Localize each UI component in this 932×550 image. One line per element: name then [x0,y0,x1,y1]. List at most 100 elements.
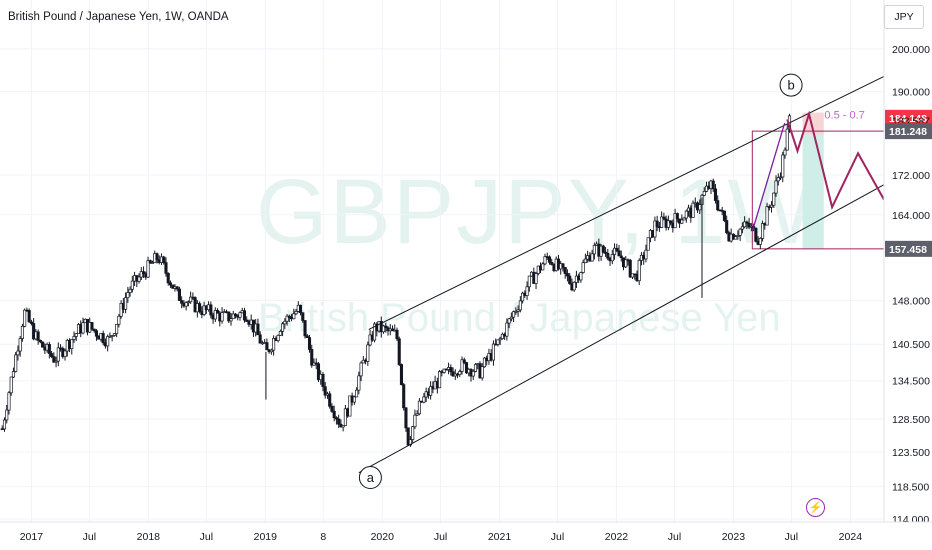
candle-body [180,300,184,304]
price-tick-label: 164.000 [892,210,930,222]
price-tick-label: 200.000 [892,44,930,56]
candle-body [213,310,217,320]
projection-path [786,110,885,211]
flash-icon[interactable]: ⚡ [806,498,825,517]
candle [231,310,235,320]
candle [660,211,664,229]
candle-body [126,292,130,299]
candle [698,199,702,215]
candle-body [242,310,247,321]
candle [292,308,296,320]
candle [547,255,552,265]
price-label-box [885,123,932,140]
candle [590,249,594,262]
candle-body [561,263,565,268]
candle [316,362,321,382]
time-axis-bg [0,522,932,550]
time-tick-label: 2021 [488,531,512,543]
candle [357,371,361,395]
time-tick-label: 2017 [20,531,44,543]
candle [162,255,166,265]
candle-body [673,213,677,229]
candle-body [480,366,484,379]
candle [5,404,9,424]
candle-body [543,256,547,265]
candle-body [776,177,780,182]
candle-body [110,335,114,337]
candle-body [660,216,664,228]
candle [778,172,783,181]
candle [521,291,525,304]
candle [150,260,155,264]
candle [615,243,619,253]
currency-button[interactable]: JPY [884,5,924,29]
candle-body [63,350,67,357]
candle [352,395,356,405]
candle-body [747,222,751,228]
candle-body [56,347,60,362]
candle [92,328,96,333]
candle [711,178,715,193]
candle [781,151,785,183]
candle [563,267,567,279]
candle-body [754,227,758,242]
candle-body [680,219,684,224]
candle-body [202,305,206,315]
candle [541,262,545,271]
candle-body [184,302,188,307]
candle [202,301,206,317]
candle-body [117,315,121,325]
candle [216,308,220,314]
candle [480,362,484,381]
candle-body [316,363,321,381]
candle [381,324,386,334]
candle-body [341,425,345,428]
candle-body [518,300,522,311]
price-tick-label: 172.000 [892,170,930,182]
candle [550,258,554,266]
time-tick-label: 2022 [605,531,629,543]
candle [404,407,408,432]
candle-body [563,267,567,274]
candle [496,339,500,347]
candle-body [397,338,401,365]
candle-body [148,260,152,264]
candle-body [521,292,525,302]
candle-body [168,282,173,286]
candle [303,320,307,339]
candle [310,344,314,368]
candle-body [305,335,309,338]
candle-body [655,220,659,228]
candle [415,410,419,417]
candle-body [7,392,11,411]
wave-label-a: a [367,470,375,485]
candle [328,391,332,409]
candle-body [245,319,249,322]
candle [52,352,56,363]
candle-body [52,356,56,363]
candle-body [124,297,128,310]
candle-body [303,320,307,337]
candle-body [583,258,587,264]
candle [473,363,478,373]
candle-body [281,323,285,332]
candle [644,244,648,263]
candle [72,331,76,343]
candle [653,216,657,242]
candle-body [734,236,738,240]
candle [713,184,718,204]
candle [101,330,105,346]
candle [758,237,762,249]
candle-body [130,280,134,290]
candle-body [233,313,238,316]
candle-body [155,253,159,261]
candle [491,340,495,366]
candle [361,356,365,364]
candle-body [323,386,327,396]
candle [518,296,522,313]
candle-body [601,245,605,253]
candle [669,220,673,226]
candle [14,352,18,373]
